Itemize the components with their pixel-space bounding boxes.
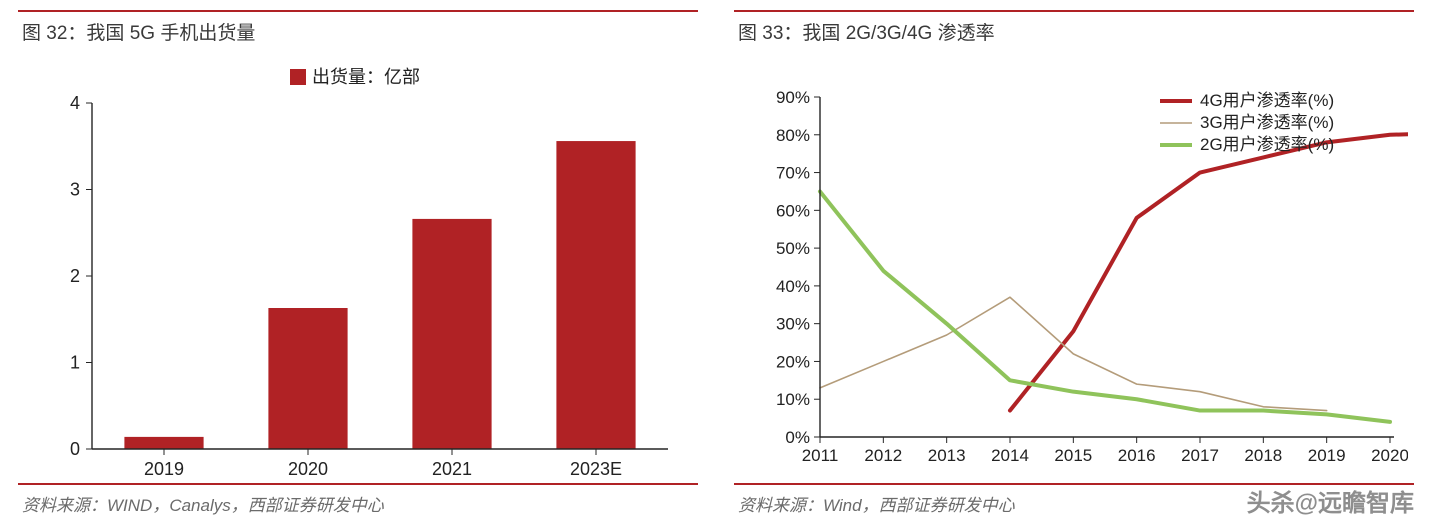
bar bbox=[556, 141, 635, 449]
bar-chart: 出货量：亿部 0 1 2 3 4 2019 2020 2021 2023E bbox=[22, 57, 692, 477]
right-chart-wrap: 0% 10% 20% 30% 40% 50% 60% 70% 80% 90% 2011 2012 201… bbox=[734, 51, 1414, 483]
y-tick-label: 30% bbox=[776, 315, 810, 334]
bar bbox=[124, 437, 203, 449]
x-tick-label: 2019 bbox=[1308, 446, 1346, 465]
x-tick-label: 2012 bbox=[864, 446, 902, 465]
x-tick-label: 2020 bbox=[1371, 446, 1408, 465]
y-tick-label: 1 bbox=[70, 353, 80, 373]
x-tick-label: 2018 bbox=[1244, 446, 1282, 465]
x-tick-label: 2014 bbox=[991, 446, 1029, 465]
y-tick-label: 2 bbox=[70, 266, 80, 286]
x-tick-label: 2016 bbox=[1118, 446, 1156, 465]
x-tick-label: 2021 bbox=[432, 459, 472, 477]
legend-swatch bbox=[290, 69, 306, 85]
legend-label: 出货量：亿部 bbox=[312, 67, 420, 87]
y-tick-label: 0% bbox=[785, 428, 810, 447]
x-tick-label: 2017 bbox=[1181, 446, 1219, 465]
legend-label: 2G用户渗透率(%) bbox=[1200, 135, 1334, 154]
y-tick-label: 20% bbox=[776, 352, 810, 371]
left-footer: 资料来源：WIND，Canalys，西部证券研发中心 bbox=[18, 483, 698, 518]
x-tick-label: 2011 bbox=[802, 446, 839, 465]
right-title: 图 33：我国 2G/3G/4G 渗透率 bbox=[734, 10, 1414, 51]
y-tick-label: 10% bbox=[776, 390, 810, 409]
x-tick-label: 2019 bbox=[144, 459, 184, 477]
y-tick-label: 80% bbox=[776, 126, 810, 145]
series-line bbox=[820, 191, 1390, 421]
bar bbox=[412, 219, 491, 449]
right-panel: 图 33：我国 2G/3G/4G 渗透率 0% 10% 20% 30% 40% 50% 60… bbox=[716, 0, 1432, 526]
legend: 出货量：亿部 bbox=[290, 67, 420, 87]
y-tick-label: 50% bbox=[776, 239, 810, 258]
legend-label: 3G用户渗透率(%) bbox=[1200, 113, 1334, 132]
line-chart: 0% 10% 20% 30% 40% 50% 60% 70% 80% 90% 2011 2012 201… bbox=[738, 57, 1408, 477]
left-title: 图 32：我国 5G 手机出货量 bbox=[18, 10, 698, 51]
y-tick-label: 60% bbox=[776, 201, 810, 220]
series-line bbox=[1010, 133, 1408, 411]
left-chart-wrap: 出货量：亿部 0 1 2 3 4 2019 2020 2021 2023E bbox=[18, 51, 698, 483]
y-tick-label: 0 bbox=[70, 439, 80, 459]
y-tick-label: 90% bbox=[776, 88, 810, 107]
y-tick-label: 40% bbox=[776, 277, 810, 296]
y-tick-label: 4 bbox=[70, 93, 80, 113]
right-footer: 资料来源：Wind，西部证券研发中心 bbox=[734, 483, 1414, 518]
x-tick-label: 2020 bbox=[288, 459, 328, 477]
left-panel: 图 32：我国 5G 手机出货量 出货量：亿部 0 1 2 3 4 2019 2020 2021… bbox=[0, 0, 716, 526]
x-tick-label: 2023E bbox=[570, 459, 622, 477]
page: 图 32：我国 5G 手机出货量 出货量：亿部 0 1 2 3 4 2019 2020 2021… bbox=[0, 0, 1432, 526]
x-tick-label: 2015 bbox=[1054, 446, 1092, 465]
bar bbox=[268, 308, 347, 449]
y-tick-label: 70% bbox=[776, 164, 810, 183]
legend-label: 4G用户渗透率(%) bbox=[1200, 91, 1334, 110]
legend: 4G用户渗透率(%) 3G用户渗透率(%) 2G用户渗透率(%) bbox=[1160, 91, 1334, 154]
y-tick-label: 3 bbox=[70, 180, 80, 200]
x-tick-label: 2013 bbox=[928, 446, 966, 465]
